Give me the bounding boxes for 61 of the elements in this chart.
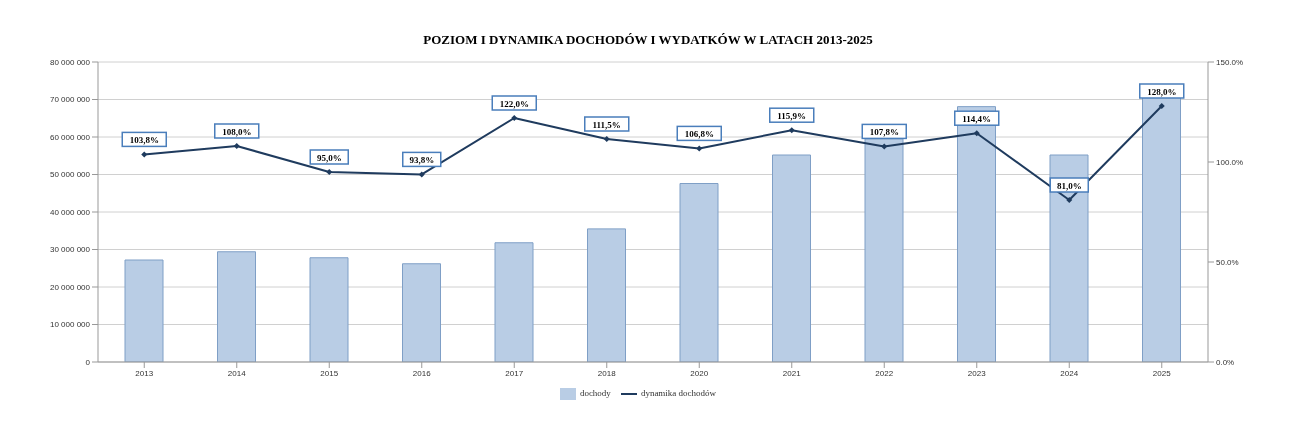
y2-tick-label: 150.0%: [1216, 57, 1244, 67]
x-tick-label: 2013: [135, 368, 154, 378]
y-tick-label: 0: [85, 357, 91, 367]
data-label: 107,8%: [869, 127, 899, 138]
x-tick-label: 2017: [505, 368, 524, 378]
point: [696, 145, 703, 152]
y-tick-label: 40 000 000: [49, 207, 91, 217]
x-tick-label: 2020: [690, 368, 709, 378]
point: [418, 171, 425, 178]
data-label: 122,0%: [499, 99, 529, 109]
y-tick-label: 80 000 000: [49, 57, 91, 67]
legend-label: dynamika dochodów: [640, 388, 717, 399]
bar: [494, 242, 534, 362]
point: [881, 143, 888, 150]
point: [233, 143, 240, 149]
y-tick-label: 60 000 000: [49, 132, 91, 142]
legend-label: dochody: [579, 388, 611, 399]
x-tick-label: 2025: [1152, 368, 1172, 378]
y2-tick-label: 0.0%: [1216, 357, 1235, 367]
bar: [124, 259, 164, 362]
data-label: 128,0%: [1147, 87, 1177, 97]
y-tick-label: 10 000 000: [49, 320, 91, 330]
point: [603, 136, 610, 142]
bar: [587, 228, 626, 362]
data-label: 115,9%: [777, 111, 807, 122]
data-label: 111,5%: [592, 120, 621, 130]
point: [326, 169, 333, 175]
y-tick-label: 20 000 000: [49, 282, 91, 292]
x-tick-label: 2022: [875, 368, 894, 378]
data-label: 108,0%: [222, 127, 252, 137]
x-tick-label: 2016: [412, 368, 432, 378]
point: [141, 151, 148, 158]
y-tick-label: 50 000 000: [49, 170, 91, 180]
bar: [402, 263, 441, 362]
x-tick-label: 2018: [597, 368, 617, 378]
bar: [772, 154, 811, 362]
x-tick-label: 2014: [227, 368, 247, 378]
y-tick-label: 70 000 000: [49, 95, 91, 105]
data-label: 114,4%: [962, 114, 992, 125]
data-label: 95,0%: [316, 153, 342, 163]
data-label: 103,8%: [129, 135, 159, 146]
chart-title: POZIOM I DYNAMIKA DOCHODÓW I WYDATKÓW W LATACH 2013-2025: [422, 32, 874, 48]
x-tick-label: 2021: [782, 368, 802, 378]
y2-tick-label: 100.0%: [1216, 157, 1244, 167]
y-tick-label: 30 000 000: [49, 245, 91, 255]
point: [788, 127, 795, 134]
bar: [679, 183, 719, 362]
bar: [309, 257, 349, 362]
bar: [217, 251, 256, 362]
point: [511, 115, 518, 121]
y2-tick-label: 50.0%: [1216, 257, 1239, 267]
point: [1066, 197, 1073, 203]
x-tick-label: 2023: [967, 368, 987, 378]
data-label: 81,0%: [1056, 181, 1082, 191]
point: [1158, 103, 1165, 109]
bar: [1049, 154, 1089, 362]
data-label: 106,8%: [684, 129, 714, 140]
point: [973, 130, 980, 137]
x-tick-label: 2015: [320, 368, 339, 378]
data-label: 93,8%: [409, 155, 435, 166]
x-tick-label: 2024: [1060, 368, 1079, 378]
